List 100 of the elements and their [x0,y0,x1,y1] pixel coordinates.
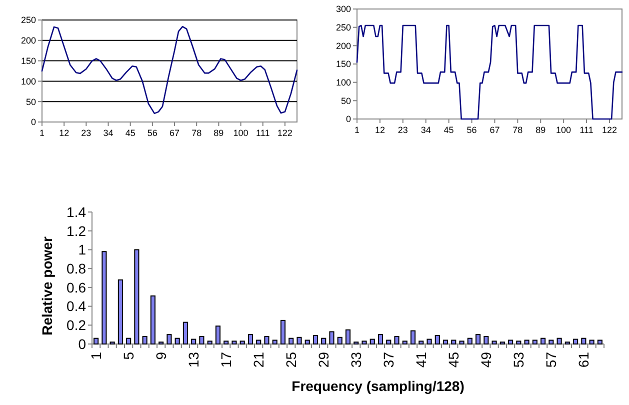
bar [524,340,530,344]
bar [150,295,156,344]
bar [516,340,522,344]
x-tick-label: 9 [153,352,170,360]
bar [345,329,351,344]
line-series [41,26,298,114]
bar [94,338,99,344]
x-tick-label: 12 [59,128,70,138]
y-tick-label: 0.4 [66,298,86,314]
x-tick-label: 122 [277,128,292,138]
y-tick-label: 1.2 [66,222,86,239]
x-tick-label: 25 [283,352,300,368]
x-tick-label: 45 [444,125,454,135]
x-tick-label: 12 [374,125,385,135]
bar [492,340,497,344]
bar [191,338,196,344]
x-tick-label: 111 [256,128,270,138]
y-axis-title: Relative power [39,236,55,336]
x-tick-label: 17 [218,352,234,368]
y-tick-label: 0.8 [66,260,86,276]
bar [321,338,326,344]
bar [118,279,123,344]
x-tick-label: 53 [510,352,527,368]
x-tick-label: 23 [81,128,92,138]
x-tick-label: 100 [233,128,248,138]
y-tick-label: 200 [20,36,36,46]
x-tick-label: 37 [380,352,397,368]
x-tick-label: 23 [398,125,408,135]
y-tick-label: 50 [340,96,351,106]
bar [232,340,237,344]
bar [370,338,375,344]
bar [207,340,212,344]
bar [304,340,310,344]
bar [434,335,440,344]
bar [362,340,367,344]
bar [248,334,254,344]
y-tick-label: 250 [336,22,351,32]
bar [418,340,424,344]
bar [386,340,392,344]
x-tick-label: 100 [556,125,572,135]
x-tick-label: 33 [348,352,364,368]
x-tick-label: 56 [147,128,158,138]
bar [224,340,229,344]
bar [378,334,384,344]
x-tick-label: 89 [536,125,546,135]
y-tick-label: 0 [78,336,86,352]
x-tick-label: 45 [446,352,462,368]
bar [556,338,562,344]
bar [597,340,602,344]
bar [410,330,416,344]
bar [508,340,514,344]
bar [166,334,172,344]
bar [402,340,408,344]
x-tick-label: 5 [120,352,137,360]
x-tick-label: 67 [490,125,500,135]
x-tick-label: 67 [170,128,180,138]
x-tick-label: 49 [478,352,494,368]
bar [102,251,107,344]
bar [442,340,448,344]
y-tick-label: 50 [26,96,36,107]
x-tick-label: 56 [466,125,477,135]
y-tick-label: 300 [336,4,351,14]
bar [532,340,538,344]
x-tick-label: 122 [602,125,617,135]
bar [484,336,489,344]
bar [256,340,262,344]
bar [467,338,472,344]
x-tick-label: 111 [580,125,594,135]
bar [329,331,334,344]
x-tick-label: 45 [125,128,136,138]
bar [288,338,294,344]
bar [142,336,148,344]
y-tick-label: 250 [20,15,36,26]
x-tick-label: 78 [192,128,202,138]
bar [459,340,464,344]
x-tick-label: 89 [214,128,224,138]
bar [215,326,220,344]
y-tick-label: 0 [30,117,36,128]
x-axis-title: Frequency (sampling/128) [292,378,464,394]
bar [296,336,302,344]
bar [476,334,481,344]
x-tick-label: 1 [354,125,360,135]
y-tick-label: 0 [346,114,351,124]
y-tick-label: 150 [336,59,351,70]
x-tick-label: 29 [316,352,332,368]
y-tick-label: 0.6 [66,279,86,296]
bar [312,335,318,344]
bar [272,340,278,344]
y-tick-label: 150 [20,56,36,66]
bar [174,338,180,344]
bar [134,249,140,344]
bar [589,340,594,344]
y-tick-label: 100 [20,76,36,86]
x-tick-label: 41 [413,352,430,368]
line-series [356,24,623,120]
x-tick-label: 57 [543,352,560,368]
x-tick-label: 34 [420,125,431,135]
y-tick-label: 1 [78,242,86,258]
bar [548,340,554,344]
bar [540,338,546,344]
